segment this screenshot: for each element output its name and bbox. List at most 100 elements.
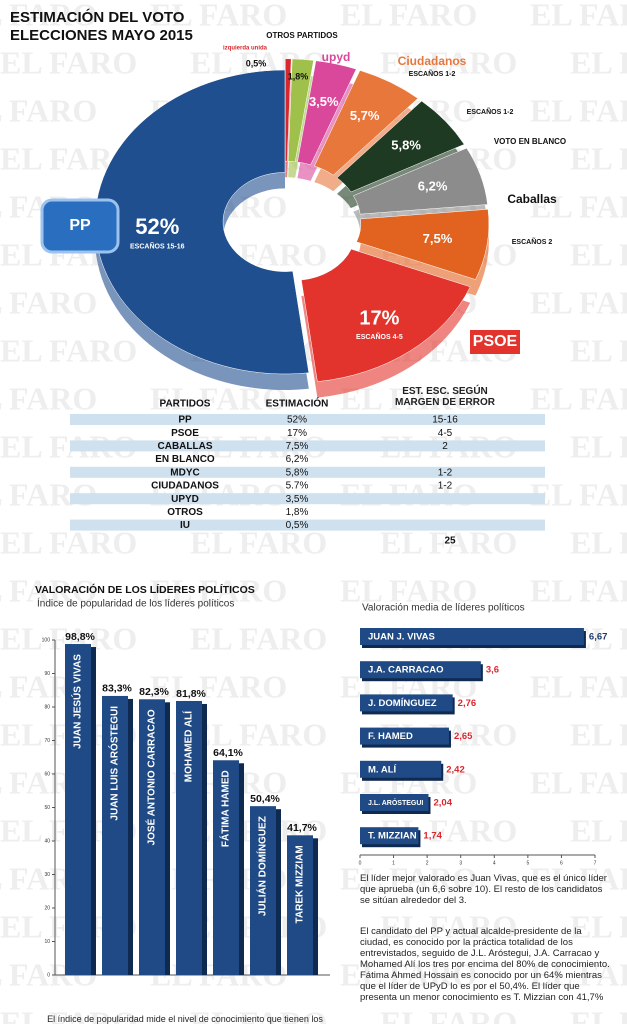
watermark: EL FARO <box>190 620 327 656</box>
table-cell: PSOE <box>171 428 199 439</box>
watermark: EL FARO <box>530 0 627 32</box>
row-stripe <box>70 440 545 452</box>
table-cell: IU <box>180 520 190 531</box>
footnote: El índice de popularidad mide el nivel d… <box>47 1014 323 1024</box>
row-stripe <box>70 466 545 478</box>
x-tick-label: 0 <box>359 860 362 866</box>
bar <box>360 661 481 679</box>
note: El candidato del PP y actual alcalde-pre… <box>360 926 610 1003</box>
table-cell: UPYD <box>171 494 199 505</box>
watermark: EL FARO <box>530 476 627 512</box>
bar <box>360 827 419 845</box>
value-label: 41,7% <box>287 822 317 834</box>
value-label: 3,5% <box>309 94 339 109</box>
y-tick-label: 100 <box>42 637 51 643</box>
watermark: EL FARO <box>340 0 477 32</box>
y-tick-label: 60 <box>44 771 50 777</box>
slice <box>297 60 357 166</box>
table-cell: OTROS <box>167 507 203 518</box>
watermark: EL FARO <box>0 284 97 320</box>
y-tick-label: 10 <box>44 939 50 945</box>
watermark: EL FARO <box>530 668 627 704</box>
bar-name: TAREK MIZZIAM <box>295 845 306 923</box>
party-name: OTROS PARTIDOS <box>266 31 338 40</box>
value-label: 64,1% <box>213 747 243 759</box>
watermark: EL FARO <box>530 284 627 320</box>
table-cell: 2 <box>442 441 448 452</box>
bar <box>360 628 584 645</box>
bar <box>360 760 442 778</box>
y-tick-label: 50 <box>44 805 50 811</box>
value-label: 98,8% <box>65 631 95 643</box>
table-cell: 1-2 <box>438 467 453 478</box>
watermark: EL FARO <box>0 0 97 32</box>
value-label: 81,8% <box>176 688 206 700</box>
watermark: EL FARO <box>380 908 517 944</box>
value-label: 7,5% <box>423 231 453 246</box>
row-stripe <box>70 493 545 505</box>
chart-title: VALORACIÓN DE LOS LÍDERES POLÍTICOS <box>35 583 255 596</box>
slice <box>284 58 292 162</box>
bar-name: JUAN J. VIVAS <box>368 632 435 643</box>
bar-side <box>128 698 133 975</box>
bar-side <box>313 838 318 975</box>
slice <box>313 70 419 176</box>
table-cell: 17% <box>287 428 307 439</box>
watermark: EL FARO <box>380 44 517 80</box>
party-name: Caballas <box>507 192 557 206</box>
party-name: upyd <box>322 50 351 64</box>
slice <box>94 69 310 375</box>
value-label: 2,04 <box>433 798 452 809</box>
watermark: EL FARO <box>340 572 477 608</box>
watermark: EL FARO <box>150 0 287 32</box>
table-cell: 7,5% <box>286 441 309 452</box>
logo-box <box>470 330 520 354</box>
value-label: 5,7% <box>350 108 380 123</box>
watermark: EL FARO <box>570 716 627 752</box>
party-name: Ciudadanos <box>398 54 467 68</box>
seat-label: ESCAÑOS 2 <box>512 237 553 246</box>
bar <box>360 727 449 745</box>
table-cell: PP <box>178 415 192 426</box>
watermark: EL FARO <box>570 812 627 848</box>
x-tick-label: 7 <box>594 860 597 866</box>
y-tick-label: 40 <box>44 838 50 844</box>
bar <box>360 694 453 712</box>
value-label: 50,4% <box>250 793 280 805</box>
party-name: izquierda unida <box>223 46 268 52</box>
bar-name: FÁTIMA HAMED <box>219 770 232 847</box>
y-tick-label: 0 <box>47 972 50 978</box>
watermark: EL FARO <box>530 572 627 608</box>
watermark: EL FARO <box>340 860 477 896</box>
bar-side <box>202 703 207 975</box>
watermark: EL FARO <box>0 44 137 80</box>
y-tick-label: 20 <box>44 905 50 911</box>
bar <box>176 700 202 975</box>
table-cell: 6,2% <box>286 454 309 465</box>
watermark: EL FARO <box>570 1004 627 1024</box>
chart-title: ELECCIONES MAYO 2015 <box>10 27 193 44</box>
bar-name: M. ALÍ <box>368 764 397 775</box>
bar-side <box>165 702 170 975</box>
slice <box>301 248 471 382</box>
y-tick-label: 80 <box>44 704 50 710</box>
party-name: PP <box>69 217 91 234</box>
seat-label: ESCAÑOS 4-5 <box>356 332 403 341</box>
note: El líder mejor valorado es Juan Vivas, q… <box>360 873 607 906</box>
bar-side <box>91 647 96 975</box>
y-tick-label: 90 <box>44 671 50 677</box>
watermark: EL FARO <box>0 572 97 608</box>
table-header: ESTIMACIÓN <box>266 397 329 410</box>
watermark: EL FARO <box>0 92 97 128</box>
bar-side <box>276 809 281 975</box>
seat-label: ESCAÑOS 15-16 <box>130 241 185 250</box>
bar-name: JOSÉ ANTONIO CARRACAO <box>145 709 158 845</box>
row-stripe <box>70 519 545 531</box>
value-label: 2,42 <box>446 764 465 775</box>
value-label: 82,3% <box>139 686 169 698</box>
bar <box>139 699 165 975</box>
bar-name: JUAN JESÚS VIVAS <box>71 654 84 749</box>
table-cell: 52% <box>287 415 307 426</box>
x-tick-label: 6 <box>560 860 563 866</box>
